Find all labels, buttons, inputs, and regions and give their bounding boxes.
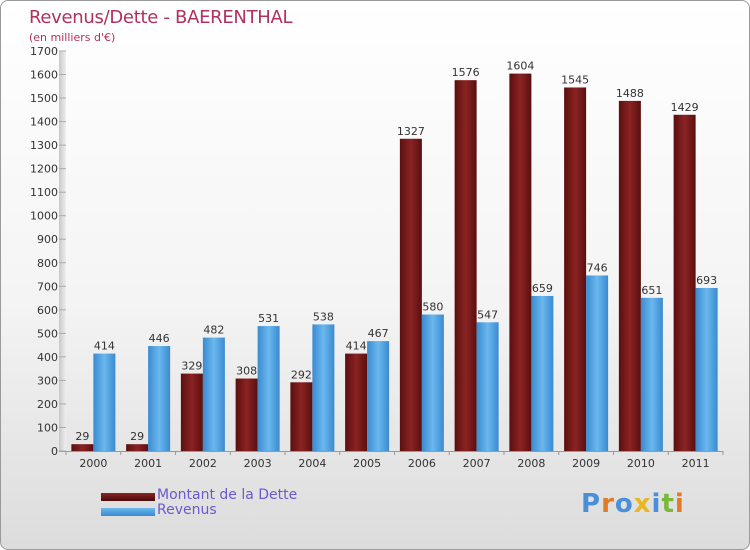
bar-revenue-2011 [695, 287, 718, 451]
legend-swatch-debt [101, 493, 155, 501]
y-tick-label: 1600 [30, 69, 58, 82]
logo-letter: P [581, 489, 602, 519]
bar-debt-2010 [618, 100, 641, 451]
bar-debt-2001 [126, 444, 149, 451]
x-tick-label: 2001 [134, 457, 162, 470]
y-tick-label: 100 [37, 421, 58, 434]
y-tick-label: 200 [37, 398, 58, 411]
y-tick-label: 1400 [30, 116, 58, 129]
y-axis-strip [59, 51, 66, 451]
bar-debt-2008 [509, 73, 532, 452]
data-label-debt-2006: 1327 [397, 125, 425, 138]
data-label-revenue-2004: 538 [313, 310, 334, 323]
bar-debt-2005 [345, 353, 368, 451]
bar-debt-2003 [235, 378, 258, 451]
legend-label-revenue: Revenus [157, 502, 217, 518]
data-label-revenue-2000: 414 [94, 340, 115, 353]
logo-letter: o [614, 489, 634, 519]
bar-debt-2009 [564, 87, 587, 452]
bar-debt-2007 [454, 80, 477, 452]
data-label-debt-2003: 308 [236, 365, 257, 378]
y-tick-label: 0 [51, 445, 58, 458]
x-tick-label: 2003 [244, 457, 272, 470]
bar-revenue-2006 [421, 314, 444, 451]
bar-debt-2002 [180, 373, 203, 451]
x-tick-label: 2011 [682, 457, 710, 470]
x-tick-label: 2007 [463, 457, 491, 470]
legend-label-debt: Montant de la Dette [157, 487, 298, 503]
bar-revenue-2005 [367, 341, 390, 451]
data-label-revenue-2003: 531 [258, 312, 279, 325]
data-label-revenue-2009: 746 [587, 261, 608, 274]
legend-swatch-revenue [101, 508, 155, 516]
x-tick-label: 2002 [189, 457, 217, 470]
bar-debt-2011 [673, 114, 696, 451]
x-tick-label: 2009 [572, 457, 600, 470]
bar-debt-2000 [71, 444, 94, 451]
y-tick-label: 600 [37, 304, 58, 317]
data-label-debt-2004: 292 [291, 368, 312, 381]
y-tick-label: 1000 [30, 210, 58, 223]
y-tick-label: 300 [37, 374, 58, 387]
data-label-debt-2011: 1429 [671, 101, 699, 114]
y-tick-label: 500 [37, 327, 58, 340]
data-label-debt-2000: 29 [75, 430, 89, 443]
y-tick-label: 1200 [30, 163, 58, 176]
bar-debt-2006 [399, 138, 422, 451]
data-label-revenue-2006: 580 [422, 301, 443, 314]
data-label-revenue-2001: 446 [149, 332, 170, 345]
bar-layer [71, 73, 718, 452]
data-label-revenue-2007: 547 [477, 308, 498, 321]
bar-revenue-2010 [640, 297, 663, 451]
y-tick-label: 400 [37, 351, 58, 364]
data-label-revenue-2002: 482 [203, 324, 224, 337]
y-tick-label: 1300 [30, 139, 58, 152]
axis-layer: 0 100 200 300 400 500 600 700 800 900 1000 1100 1200… [30, 45, 724, 470]
data-label-debt-2009: 1545 [561, 73, 589, 86]
data-label-revenue-2008: 659 [532, 282, 553, 295]
bar-revenue-2000 [93, 353, 116, 451]
bar-revenue-2004 [312, 324, 335, 451]
logo-letter: x [633, 489, 652, 519]
logo-letter: t [661, 489, 675, 519]
data-label-revenue-2010: 651 [641, 284, 662, 297]
bar-revenue-2009 [586, 275, 609, 451]
y-tick-label: 800 [37, 257, 58, 270]
x-tick-label: 2005 [353, 457, 381, 470]
data-label-debt-2001: 29 [130, 430, 144, 443]
data-label-revenue-2011: 693 [696, 274, 717, 287]
y-tick-label: 1500 [30, 92, 58, 105]
y-tick-label: 700 [37, 280, 58, 293]
label-layer: 2941429446329482308531292538414467132758… [75, 60, 717, 444]
bar-revenue-2008 [531, 295, 554, 451]
y-tick-label: 900 [37, 233, 58, 246]
data-label-debt-2008: 1604 [506, 60, 534, 73]
data-label-debt-2002: 329 [181, 360, 202, 373]
logo-letter: i [651, 489, 662, 519]
x-tick-label: 2000 [79, 457, 107, 470]
x-tick-label: 2008 [517, 457, 545, 470]
y-tick-label: 1100 [30, 186, 58, 199]
data-label-debt-2010: 1488 [616, 87, 644, 100]
chart-subtitle: (en milliers d'€) [29, 31, 116, 44]
data-label-debt-2007: 1576 [452, 66, 480, 79]
data-label-debt-2005: 414 [346, 340, 367, 353]
logo-letter: r [601, 489, 615, 519]
data-label-revenue-2005: 467 [368, 327, 389, 340]
bar-revenue-2001 [148, 346, 171, 451]
y-tick-label: 1700 [30, 45, 58, 58]
x-tick-label: 2004 [298, 457, 326, 470]
x-tick-label: 2006 [408, 457, 436, 470]
bar-debt-2004 [290, 382, 313, 451]
bar-revenue-2007 [476, 322, 499, 451]
proxiti-logo: Proxiti [581, 489, 685, 519]
x-tick-label: 2010 [627, 457, 655, 470]
chart-title: Revenus/Dette - BAERENTHAL [29, 7, 293, 28]
bar-revenue-2002 [202, 337, 225, 451]
logo-letter: i [674, 489, 685, 519]
bar-revenue-2003 [257, 326, 280, 451]
